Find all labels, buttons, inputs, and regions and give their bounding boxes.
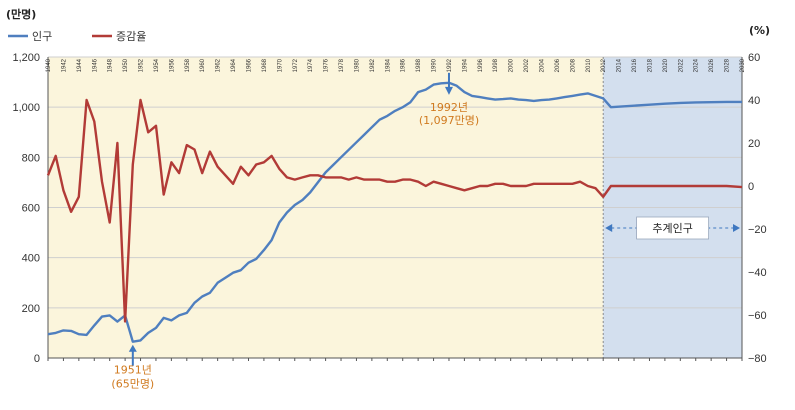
x-tick-label: 1946 (92, 58, 98, 72)
x-tick-label: 1980 (354, 58, 360, 72)
legend-label: 인구 (32, 30, 52, 43)
x-tick-label: 2014 (617, 58, 623, 72)
x-tick-label: 1954 (154, 58, 160, 72)
annotation-arrow-head (444, 86, 453, 95)
x-tick-label: 1956 (169, 58, 175, 72)
y-right-tick-label: −20 (748, 224, 767, 236)
y-left-tick-label: 200 (22, 303, 40, 315)
projection-arrow-right-head (733, 224, 740, 232)
x-tick-label: 1978 (339, 58, 345, 72)
x-tick-label: 2012 (601, 58, 607, 72)
x-tick-label: 1962 (216, 58, 222, 72)
x-tick-label: 1944 (77, 58, 83, 72)
y-right-tick-label: −80 (748, 353, 767, 365)
x-tick-label: 1998 (493, 58, 499, 72)
series-line-증감율 (46, 98, 743, 323)
x-tick-label: 2030 (740, 58, 746, 72)
annotation-label: 1992년 (430, 101, 468, 114)
x-tick-label: 1974 (308, 58, 314, 72)
annotation-arrow-head (128, 344, 137, 352)
x-tick-label: 1982 (370, 58, 376, 72)
x-tick-label: 1996 (478, 58, 484, 72)
legend-label: 증감율 (116, 30, 146, 43)
y-right-tick-label: 40 (748, 95, 760, 107)
x-tick-label: 1970 (277, 58, 283, 72)
x-tick-label: 2016 (632, 58, 638, 72)
y-right-tick-label: 60 (748, 52, 760, 64)
x-tick-label: 1952 (139, 58, 145, 72)
x-tick-label: 1942 (61, 58, 67, 72)
x-tick-label: 2022 (678, 58, 684, 72)
annotation-label: 1951년 (114, 364, 152, 377)
y-right-unit: (%) (749, 24, 770, 37)
x-tick-label: 2020 (663, 58, 669, 72)
y-left-unit: (만명) (6, 7, 36, 21)
annotation-label: (1,097만명) (419, 114, 479, 127)
x-tick-label: 1968 (262, 58, 268, 72)
x-tick-label: 1958 (185, 58, 191, 72)
y-right-tick-label: 20 (748, 138, 760, 150)
x-tick-label: 2028 (725, 58, 731, 72)
x-tick-label: 1986 (401, 58, 407, 72)
x-tick-label: 1972 (293, 58, 299, 72)
x-tick-label: 1950 (123, 58, 129, 72)
y-right-tick-label: −40 (748, 267, 767, 279)
x-tick-label: 1994 (462, 58, 468, 72)
projection-arrow-left-head (605, 224, 613, 232)
x-tick-label: 2018 (647, 58, 653, 72)
x-tick-label: 2024 (694, 58, 700, 72)
x-tick-label: 1960 (200, 58, 206, 72)
series-line-인구 (47, 81, 742, 343)
x-tick-label: 2000 (509, 58, 515, 72)
y-right-tick-label: −60 (748, 310, 767, 322)
x-tick-label: 1990 (432, 58, 438, 72)
y-left-tick-label: 800 (22, 152, 40, 164)
x-tick-label: 2010 (586, 58, 592, 72)
x-tick-label: 1984 (385, 58, 391, 72)
x-tick-label: 1988 (416, 58, 422, 72)
x-tick-label: 1966 (246, 58, 252, 72)
x-tick-label: 2026 (709, 58, 715, 72)
projection-label-box (636, 216, 709, 240)
y-left-tick-label: 0 (34, 353, 40, 365)
x-tick-label: 2002 (524, 58, 530, 72)
y-left-tick-label: 600 (22, 203, 40, 215)
x-tick-label: 1940 (46, 58, 52, 72)
x-tick-label: 2006 (555, 58, 561, 72)
y-left-tick-label: 1,000 (12, 102, 40, 114)
annotation-label: (65만명) (111, 378, 154, 391)
x-tick-label: 2008 (570, 58, 576, 72)
x-tick-label: 1948 (108, 58, 114, 72)
x-tick-label: 2004 (540, 58, 546, 72)
y-left-tick-label: 1,200 (12, 52, 40, 64)
x-tick-label: 1964 (231, 58, 237, 72)
y-right-tick-label: 0 (748, 181, 754, 193)
x-tick-label: 1992 (447, 58, 453, 72)
y-left-tick-label: 400 (22, 253, 40, 265)
projection-label: 추계인구 (652, 222, 692, 235)
x-tick-label: 1976 (324, 58, 330, 72)
